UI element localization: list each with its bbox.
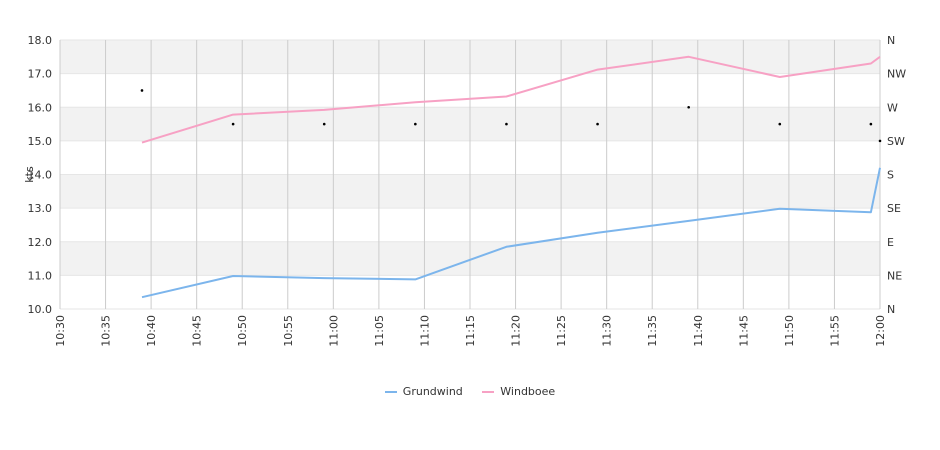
series-line-windboee bbox=[141, 55, 881, 144]
x-tick-label: 11:20 bbox=[510, 315, 523, 347]
x-tick-label: 11:55 bbox=[828, 315, 841, 347]
direction-marker bbox=[505, 122, 508, 126]
x-tick-label: 11:10 bbox=[418, 315, 431, 347]
x-tick-label: 10:30 bbox=[54, 315, 67, 347]
legend-label-grundwind: Grundwind bbox=[402, 385, 463, 398]
direction-marker bbox=[869, 122, 873, 126]
x-tick-label: 10:50 bbox=[236, 315, 249, 347]
x-tick-label: 11:00 bbox=[327, 315, 340, 347]
legend-item-windboee[interactable]: Windboee bbox=[482, 385, 555, 398]
x-tick-label: 10:55 bbox=[282, 315, 295, 347]
x-tick-label: 11:45 bbox=[737, 315, 750, 347]
direction-marker bbox=[687, 105, 690, 109]
x-tick-label: 11:30 bbox=[601, 315, 614, 347]
y-tick-label: 12.0 bbox=[28, 236, 53, 249]
y-tick-label: 16.0 bbox=[28, 101, 53, 114]
y-tick-label: 13.0 bbox=[28, 202, 53, 215]
left-y-axis: 10.0 11.0 12.0 13.0 14.0 15.0 16.0 17.0 18.0 bbox=[28, 34, 53, 316]
series-line-grundwind bbox=[141, 167, 881, 299]
x-tick-label: 11:40 bbox=[692, 315, 705, 347]
direction-marker bbox=[596, 122, 599, 126]
right-y-axis: N NE E SE S SW W NW N bbox=[887, 34, 906, 316]
direction-markers bbox=[140, 89, 882, 143]
direction-marker bbox=[322, 122, 326, 126]
legend: Grundwind Windboee bbox=[0, 385, 940, 398]
y-axis-label: kts bbox=[23, 166, 36, 183]
right-tick-label: N bbox=[887, 34, 895, 47]
x-tick-label: 11:50 bbox=[783, 315, 796, 347]
x-axis: 10:30 10:35 10:40 10:45 10:50 10:55 11:00 11:05… bbox=[54, 315, 887, 347]
right-tick-label: N bbox=[887, 303, 895, 316]
right-tick-label: NE bbox=[887, 269, 902, 282]
direction-marker bbox=[140, 89, 144, 92]
legend-label-windboee: Windboee bbox=[500, 385, 556, 398]
x-tick-label: 11:05 bbox=[373, 315, 386, 347]
direction-marker bbox=[414, 122, 417, 126]
y-tick-label: 18.0 bbox=[28, 34, 53, 47]
direction-marker bbox=[231, 122, 235, 126]
x-tick-label: 12:00 bbox=[874, 315, 887, 347]
vertical-grid bbox=[59, 40, 881, 309]
direction-marker bbox=[778, 122, 782, 126]
x-tick-label: 11:25 bbox=[555, 315, 568, 347]
legend-swatch-grundwind bbox=[384, 391, 397, 393]
y-tick-label: 10.0 bbox=[28, 303, 53, 316]
x-tick-label: 10:35 bbox=[100, 315, 113, 347]
x-tick-label: 10:45 bbox=[191, 315, 204, 347]
legend-swatch-windboee bbox=[482, 391, 495, 393]
right-tick-label: E bbox=[887, 236, 894, 249]
legend-item-grundwind[interactable]: Grundwind bbox=[384, 385, 463, 398]
right-tick-label: W bbox=[887, 101, 898, 114]
x-tick-label: 11:15 bbox=[464, 315, 477, 347]
x-tick-label: 10:40 bbox=[145, 315, 158, 347]
y-tick-label: 15.0 bbox=[28, 135, 53, 148]
right-tick-label: S bbox=[887, 169, 894, 182]
x-tick-label: 11:35 bbox=[646, 315, 659, 347]
right-tick-label: SE bbox=[887, 202, 901, 215]
y-tick-label: 11.0 bbox=[28, 269, 53, 282]
direction-marker bbox=[878, 139, 882, 143]
y-tick-label: 17.0 bbox=[28, 68, 53, 81]
right-tick-label: NW bbox=[887, 68, 906, 81]
y-tick-label: 14.0 bbox=[28, 169, 53, 182]
right-tick-label: SW bbox=[887, 135, 905, 148]
series-lines bbox=[141, 55, 881, 299]
